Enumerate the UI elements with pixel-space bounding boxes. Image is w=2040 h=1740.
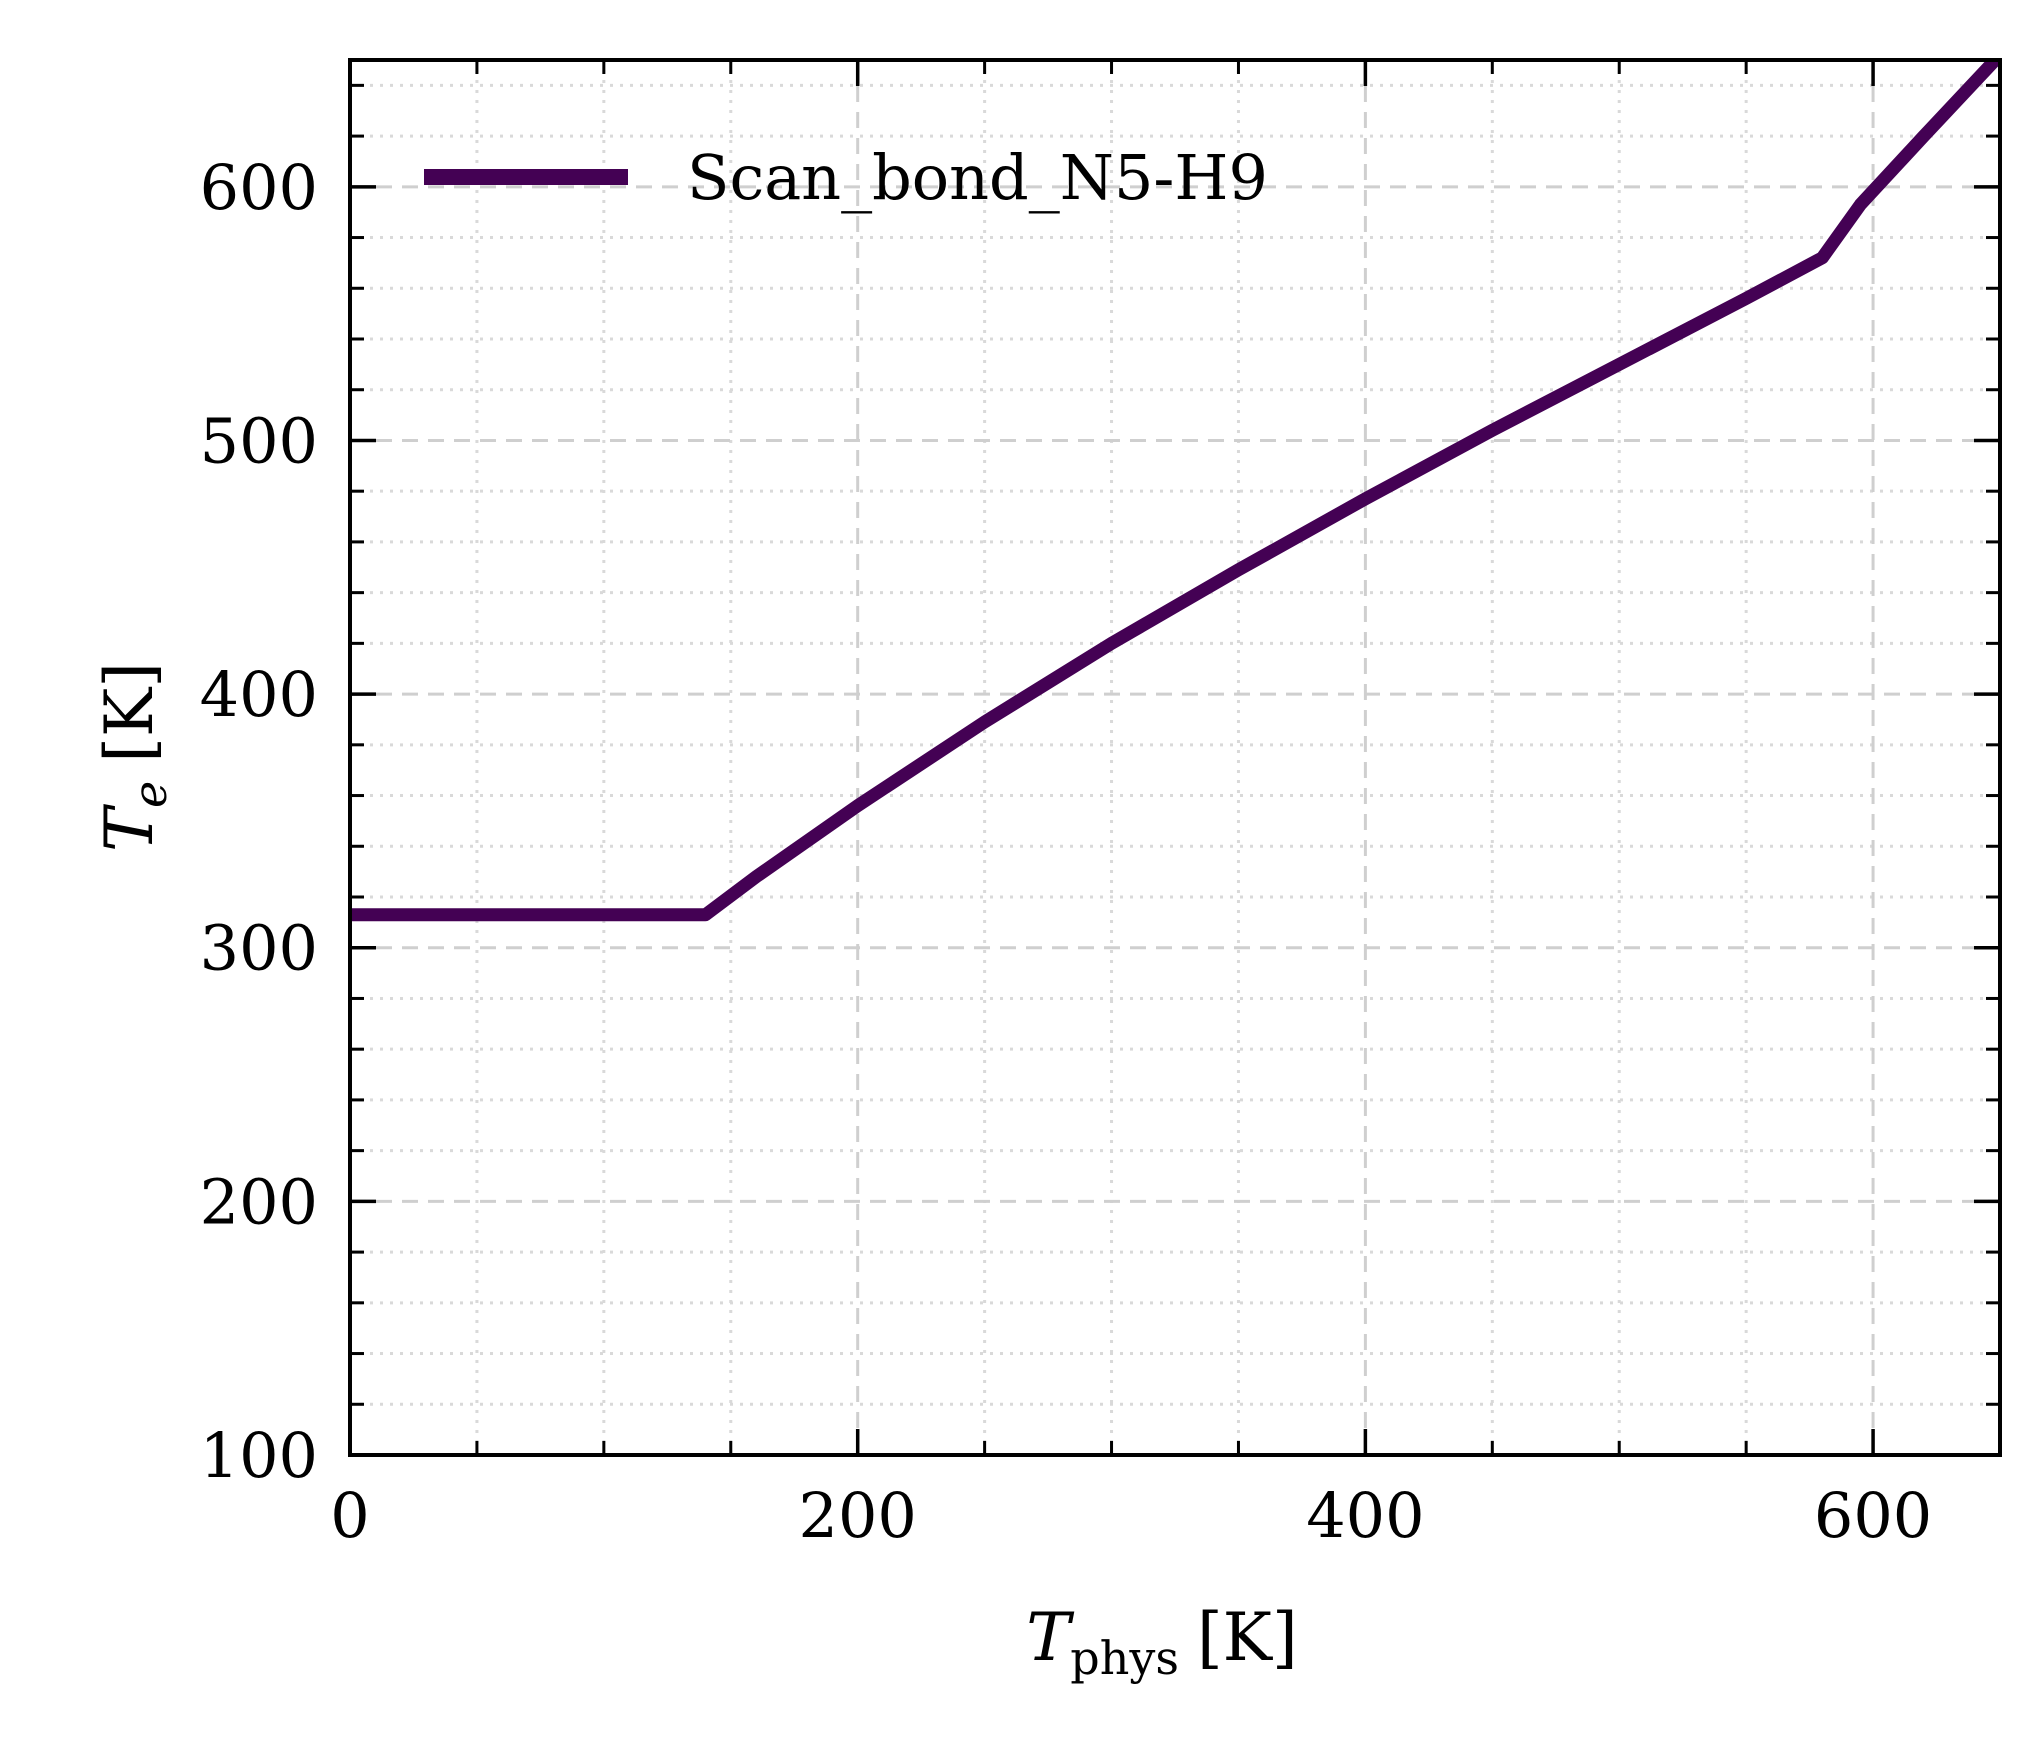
y-tick-label: 100	[200, 1419, 318, 1492]
legend: Scan_bond_N5-H9	[424, 141, 1268, 214]
x-axis-label: Tphys [K]	[1026, 1599, 1298, 1685]
x-axis-subscript: phys	[1070, 1631, 1179, 1685]
y-tick-label: 500	[200, 404, 318, 477]
y-axis-subscript: e	[123, 781, 177, 808]
y-tick-label: 400	[200, 658, 318, 731]
x-tick-label: 200	[799, 1479, 917, 1552]
y-axis-unit: [K]	[91, 662, 168, 763]
grid	[350, 60, 2000, 1455]
legend-label: Scan_bond_N5-H9	[687, 141, 1268, 214]
series-layer	[350, 60, 2000, 922]
series-line	[350, 60, 2000, 922]
y-tick-label: 200	[200, 1165, 318, 1238]
x-tick-label: 0	[330, 1479, 369, 1552]
x-tick-label: 600	[1814, 1479, 1932, 1552]
y-axis-label: Te [K]	[91, 662, 177, 852]
x-tick-label: 400	[1306, 1479, 1424, 1552]
y-tick-label: 600	[200, 151, 318, 224]
x-axis-unit: [K]	[1197, 1599, 1298, 1676]
y-tick-label: 300	[200, 912, 318, 985]
y-axis-symbol: T	[91, 803, 168, 852]
x-axis-symbol: T	[1026, 1599, 1075, 1676]
plot-frame	[348, 58, 2002, 1457]
axes: 0 200 400 600 100 200 300 400 500 600	[200, 58, 2002, 1552]
